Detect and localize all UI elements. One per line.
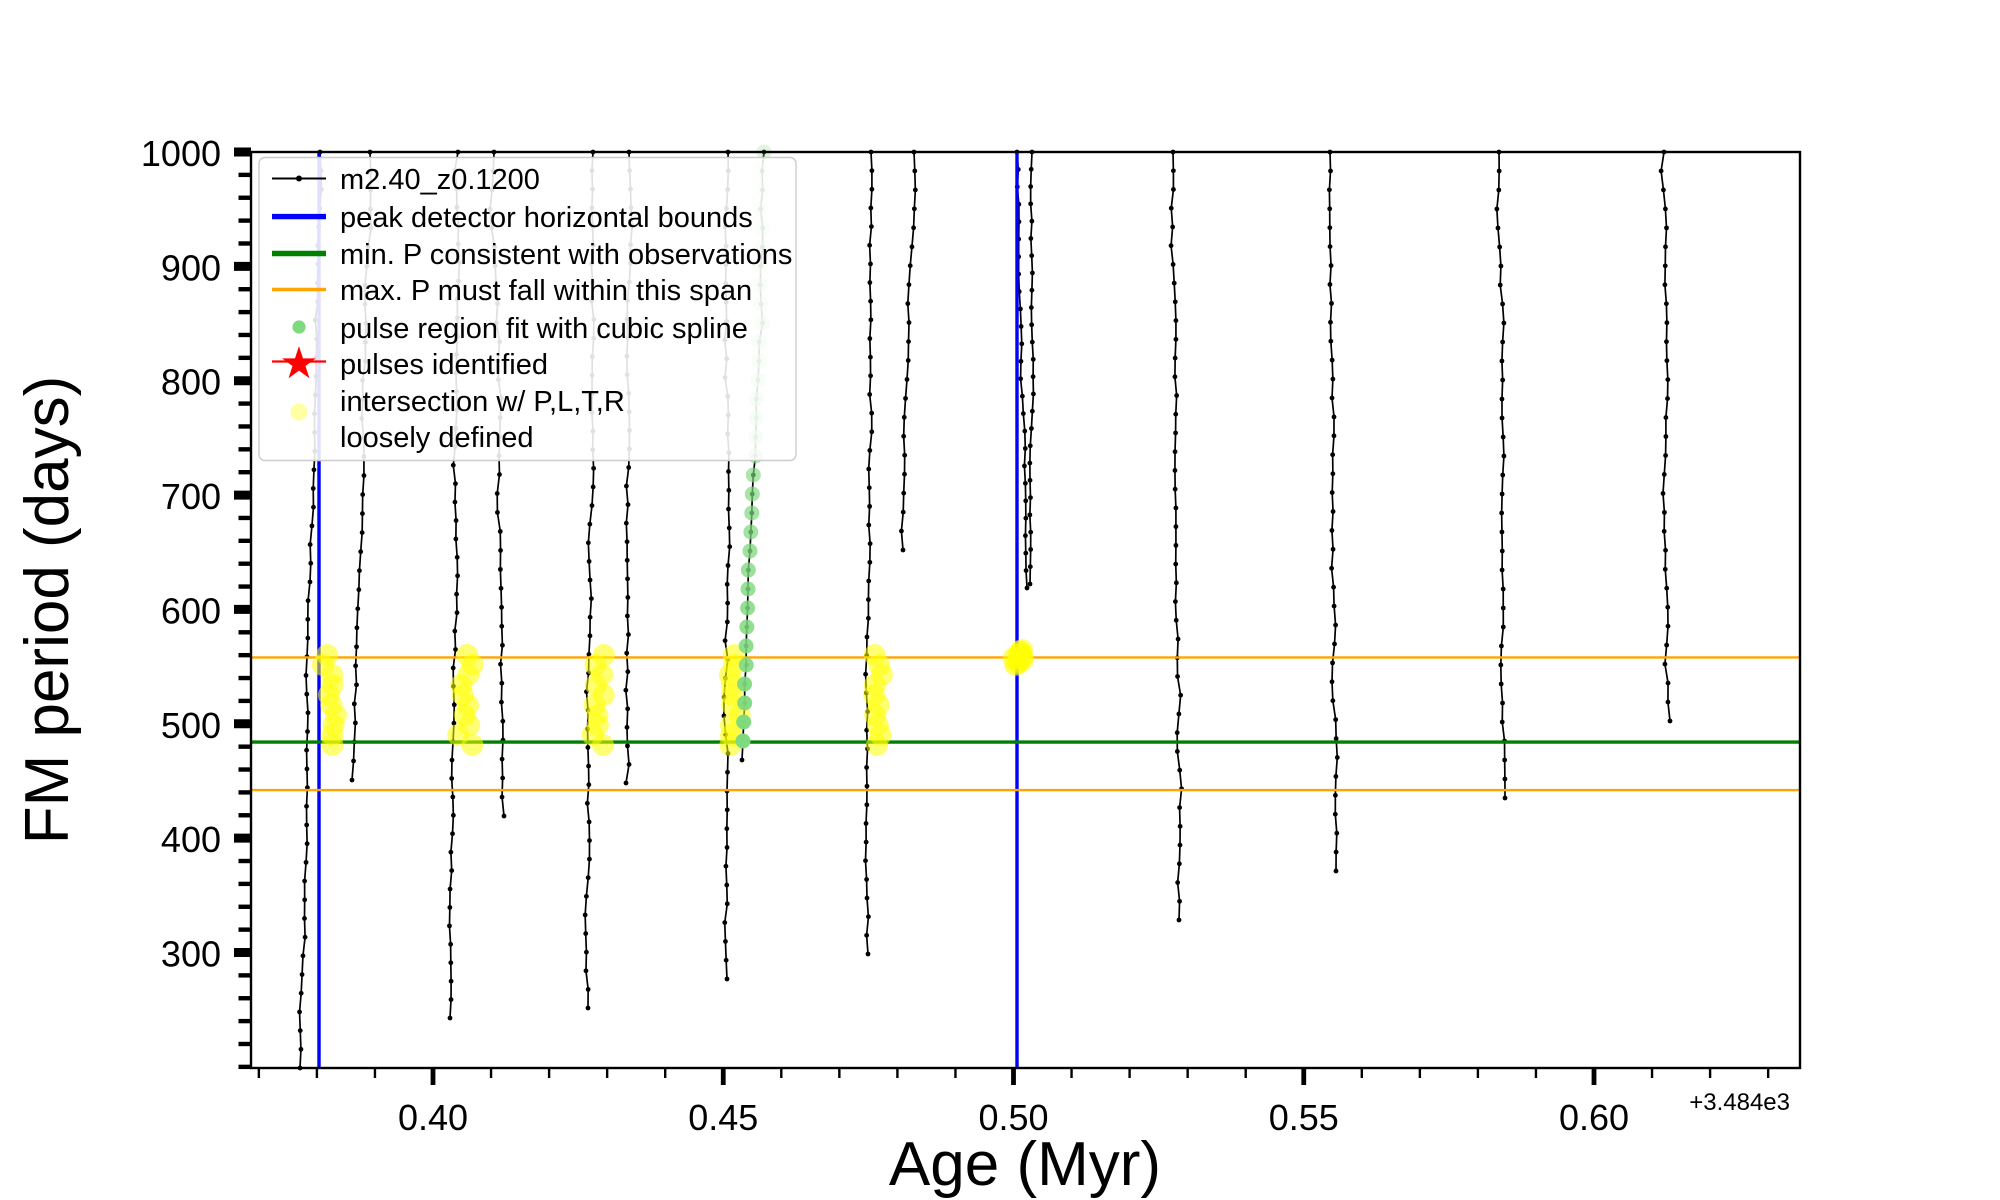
svg-text:300: 300 [161,934,221,975]
svg-text:min. P consistent with observa: min. P consistent with observations [340,239,792,271]
svg-text:max. P must fall within this s: max. P must fall within this span [340,275,752,307]
svg-text:0.55: 0.55 [1269,1097,1339,1138]
svg-text:700: 700 [161,476,221,517]
svg-text:intersection w/ P,L,T,R: intersection w/ P,L,T,R [340,386,625,418]
svg-text:0.60: 0.60 [1559,1097,1629,1138]
svg-text:pulse region fit with cubic sp: pulse region fit with cubic spline [340,313,748,345]
svg-text:1000: 1000 [141,133,221,174]
svg-text:pulses identified: pulses identified [340,349,548,381]
svg-text:m2.40_z0.1200: m2.40_z0.1200 [340,164,540,196]
svg-text:0.40: 0.40 [398,1097,468,1138]
svg-text:600: 600 [161,590,221,631]
svg-text:+3.484e3: +3.484e3 [1689,1089,1790,1116]
svg-text:Age (Myr): Age (Myr) [889,1130,1161,1199]
svg-text:peak detector horizontal bound: peak detector horizontal bounds [340,202,753,234]
svg-text:★: ★ [279,339,318,388]
svg-text:400: 400 [161,819,221,860]
svg-text:900: 900 [161,247,221,288]
svg-text:0.45: 0.45 [688,1097,758,1138]
svg-text:FM period (days): FM period (days) [13,376,82,845]
svg-text:500: 500 [161,705,221,746]
svg-text:loosely defined: loosely defined [340,422,533,454]
svg-text:800: 800 [161,362,221,403]
